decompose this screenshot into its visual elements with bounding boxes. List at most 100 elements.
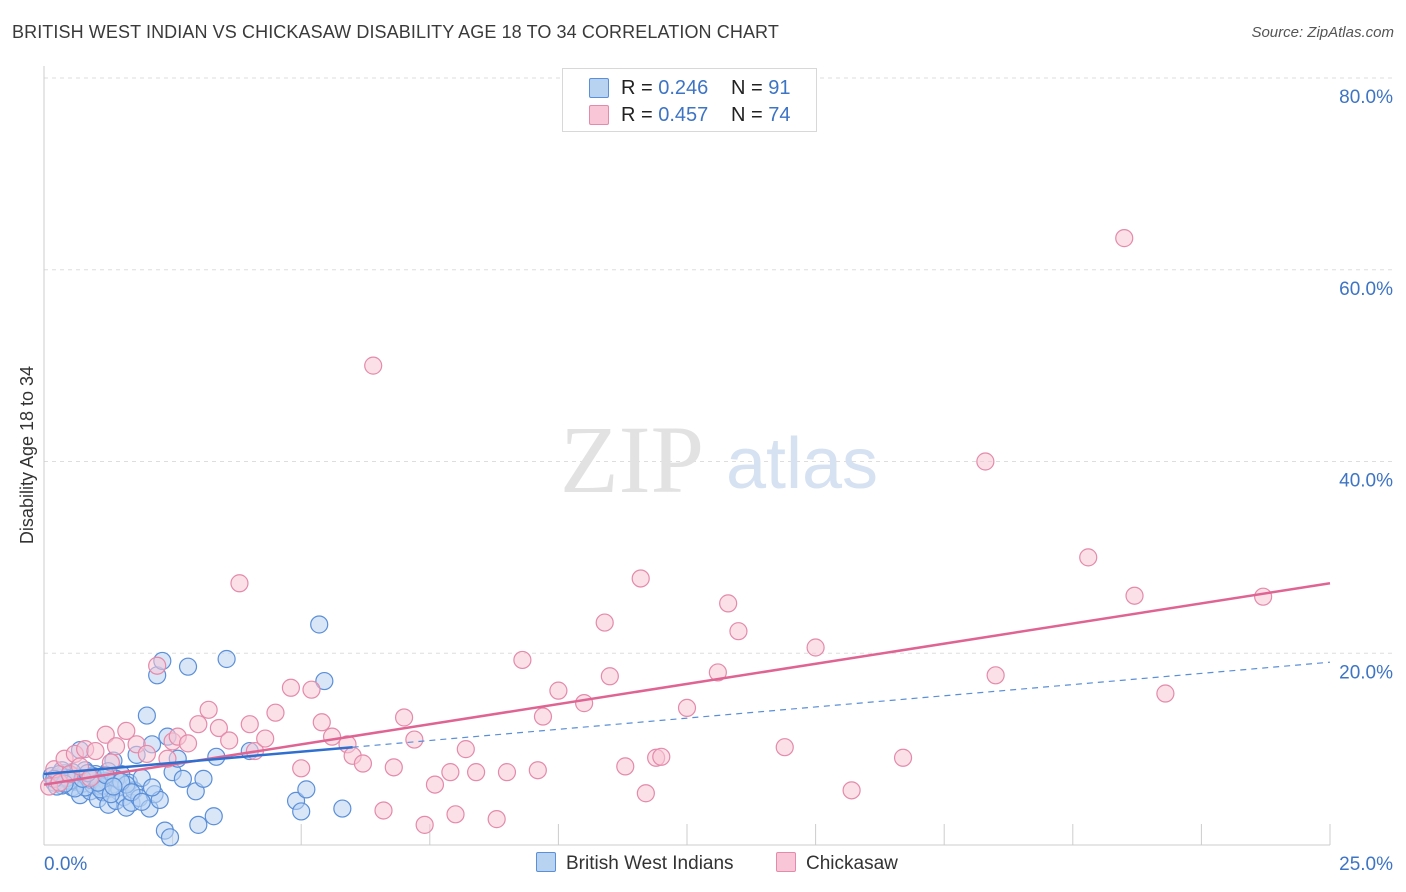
legend-n-label: N = [731, 104, 769, 126]
legend-r-value: 0.246 [658, 77, 709, 99]
data-point [256, 729, 275, 748]
series-chickasaw [40, 229, 1273, 834]
data-point [425, 775, 445, 794]
data-point [374, 801, 393, 820]
legend-swatch-blue [589, 78, 609, 98]
legend-r-label: R = [621, 77, 659, 99]
data-point [230, 574, 249, 593]
data-point [204, 807, 223, 826]
data-point [513, 650, 532, 670]
legend-n-label: N = [731, 77, 769, 99]
data-point [1125, 586, 1144, 605]
data-point [806, 638, 825, 657]
data-point [194, 769, 213, 788]
data-point [1254, 587, 1273, 606]
legend-row-british-west-indians: R = 0.246 N = 91 [563, 75, 816, 101]
watermark-atlas: atlas [726, 424, 878, 504]
data-point [137, 744, 156, 764]
data-point [96, 725, 115, 744]
data-point [333, 799, 352, 818]
data-point [312, 713, 331, 732]
data-point [446, 805, 465, 824]
data-point [178, 734, 198, 753]
data-point [220, 731, 239, 750]
data-point [292, 802, 311, 821]
data-point [893, 748, 913, 767]
data-point [384, 758, 403, 777]
y-axis-label: Disability Age 18 to 34 [17, 366, 37, 544]
watermark: ZIP atlas [560, 406, 878, 513]
legend-label: Chickasaw [806, 853, 898, 874]
data-point [441, 763, 460, 782]
data-point [266, 703, 285, 722]
data-point [217, 649, 236, 669]
data-point [297, 780, 316, 799]
y-tick-label: 40.0% [1339, 471, 1393, 492]
data-point [528, 761, 547, 780]
data-point [595, 613, 614, 632]
trend-lines [43, 582, 1331, 786]
data-point [652, 747, 671, 766]
source-label: Source: ZipAtlas.com [1251, 24, 1394, 41]
data-point [137, 706, 156, 725]
data-point [600, 667, 619, 686]
data-point [148, 656, 167, 675]
data-point [199, 700, 218, 719]
data-point [549, 681, 568, 700]
data-point [842, 781, 861, 800]
data-point [487, 810, 506, 829]
x-tick-label: 25.0% [1339, 854, 1393, 875]
data-point [729, 622, 748, 641]
data-point [466, 763, 486, 782]
data-point [631, 569, 650, 588]
y-tick-label: 60.0% [1339, 279, 1393, 300]
legend-r-label: R = [621, 104, 659, 126]
legend-n-value: 91 [768, 77, 791, 99]
data-point [1079, 548, 1098, 567]
legend-item-british-west-indians[interactable]: British West Indians [536, 852, 734, 875]
y-tick-label: 20.0% [1339, 662, 1393, 683]
data-point [310, 615, 329, 634]
data-point [106, 737, 126, 756]
data-point [533, 707, 553, 726]
data-point [142, 778, 162, 797]
legend-swatch-pink [589, 105, 609, 125]
data-point [189, 715, 208, 734]
data-point [616, 757, 635, 776]
data-point [775, 738, 794, 757]
gridlines [44, 77, 1395, 654]
chart-title: BRITISH WEST INDIAN VS CHICKASAW DISABIL… [12, 22, 779, 42]
data-point [986, 666, 1005, 685]
y-tick-label: 80.0% [1339, 87, 1393, 108]
data-point [575, 694, 594, 713]
data-point [315, 671, 334, 691]
data-point [708, 663, 727, 682]
watermark-zip: ZIP [560, 406, 704, 513]
data-point [173, 769, 192, 788]
trend-extension-british-west-indians [352, 661, 1331, 748]
data-point [415, 815, 434, 834]
data-point [281, 678, 301, 697]
data-point [104, 777, 123, 796]
data-point [456, 740, 475, 759]
stats-legend: R = 0.246 N = 91 R = 0.457 N = 74 [562, 68, 817, 132]
data-point [636, 784, 655, 803]
data-point [353, 754, 373, 773]
legend-label: British West Indians [566, 853, 734, 874]
data-point [302, 680, 321, 699]
data-point [1156, 684, 1175, 703]
legend-swatch-pink [776, 852, 796, 872]
legend-swatch-blue [536, 852, 556, 872]
data-point [178, 657, 198, 676]
data-point [240, 715, 259, 734]
data-point [132, 792, 151, 811]
data-point [322, 727, 342, 746]
data-point [1115, 229, 1134, 248]
legend-row-chickasaw: R = 0.457 N = 74 [563, 102, 816, 128]
data-point [189, 815, 208, 834]
data-point [497, 763, 517, 782]
data-point [976, 452, 995, 471]
x-tick-label: 0.0% [44, 854, 87, 875]
legend-item-chickasaw[interactable]: Chickasaw [776, 852, 898, 875]
